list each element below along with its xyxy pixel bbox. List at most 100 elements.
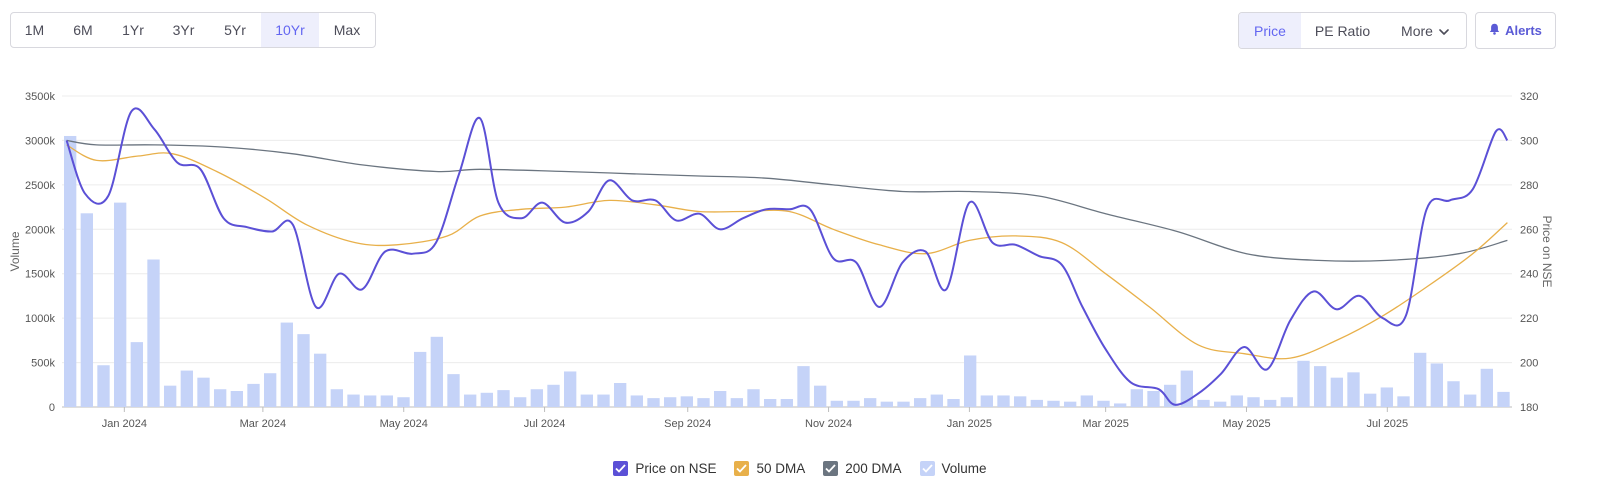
volume-bar <box>1114 403 1127 407</box>
legend-item-200-dma[interactable]: 200 DMA <box>823 460 902 476</box>
volume-bar <box>1314 366 1327 407</box>
volume-bar <box>180 370 193 407</box>
y-right-tick-label: 280 <box>1520 180 1538 192</box>
y-left-tick-label: 1500k <box>25 269 55 281</box>
volume-bar <box>664 397 677 407</box>
volume-bar <box>780 399 793 407</box>
x-tick-label: Nov 2024 <box>805 418 852 430</box>
volume-bar <box>64 135 77 407</box>
volume-bar <box>1414 352 1427 407</box>
volume-bar <box>380 395 393 407</box>
volume-bar <box>1080 395 1093 407</box>
volume-bar <box>497 390 510 407</box>
volume-bar <box>597 394 610 407</box>
more-label: More <box>1401 22 1433 39</box>
volume-bar <box>1330 377 1343 407</box>
x-tick-label: Jan 2025 <box>947 418 992 430</box>
checkmark-icon <box>823 460 839 476</box>
volume-bar <box>1014 396 1027 407</box>
y-left-tick-label: 2000k <box>25 224 55 236</box>
volume-bar <box>1097 400 1110 407</box>
view-button-price[interactable]: Price <box>1239 13 1301 48</box>
x-tick-label: May 2024 <box>380 418 428 430</box>
y-left-tick-label: 500k <box>31 358 55 370</box>
x-tick-label: Jul 2024 <box>524 418 566 430</box>
range-button-6m[interactable]: 6M <box>73 22 93 38</box>
volume-bar <box>1464 394 1477 407</box>
view-button-more[interactable]: More <box>1384 13 1466 48</box>
volume-bar <box>280 322 293 407</box>
y-right-axis-title: Price on NSE <box>1540 215 1554 287</box>
volume-bar <box>464 394 477 407</box>
range-button-10yr[interactable]: 10Yr <box>261 13 319 47</box>
volume-bar <box>1064 401 1077 407</box>
y-right-tick-label: 180 <box>1520 402 1538 414</box>
volume-bar <box>730 398 743 407</box>
volume-bar <box>330 389 343 407</box>
volume-bar <box>764 399 777 407</box>
volume-bar <box>264 373 277 407</box>
volume-bar <box>830 400 843 407</box>
volume-bar <box>1230 395 1243 407</box>
volume-bar <box>164 385 177 407</box>
volume-bar <box>447 374 460 407</box>
volume-bar <box>80 213 93 407</box>
volume-bar <box>1397 396 1410 407</box>
legend-item-50-dma[interactable]: 50 DMA <box>734 460 805 476</box>
volume-bar <box>114 202 127 407</box>
volume-bar <box>814 385 827 407</box>
legend-item-price-on-nse[interactable]: Price on NSE <box>613 460 717 476</box>
checkmark-icon <box>919 460 935 476</box>
volume-bar <box>1247 397 1260 407</box>
alerts-button[interactable]: Alerts <box>1475 12 1556 49</box>
volume-bar <box>847 400 860 407</box>
volume-bar <box>314 353 327 407</box>
y-left-tick-label: 2500k <box>25 180 55 192</box>
volume-bar <box>1164 384 1177 407</box>
range-selector: 1M 6M 1Yr 3Yr 5Yr 10Yr Max <box>10 12 376 48</box>
legend-label: Price on NSE <box>635 460 717 476</box>
volume-bar <box>947 399 960 407</box>
volume-bar <box>130 342 143 407</box>
view-button-pe-ratio[interactable]: PE Ratio <box>1314 22 1371 39</box>
volume-bar <box>214 389 227 407</box>
legend-label: Volume <box>941 460 987 476</box>
volume-bar <box>1130 389 1143 407</box>
volume-bar <box>147 259 160 407</box>
y-left-tick-label: 1000k <box>25 313 55 325</box>
volume-bar <box>930 394 943 407</box>
volume-bar <box>997 395 1010 407</box>
volume-bar <box>614 383 627 407</box>
axes: 0 180 500k 200 1000k 220 1500k 240 2000k 260 2500k… <box>8 91 1554 430</box>
range-button-3yr[interactable]: 3Yr <box>172 22 195 38</box>
volume-bar <box>414 351 427 407</box>
volume-bar <box>964 355 977 407</box>
volume-bar <box>1280 397 1293 407</box>
alerts-label: Alerts <box>1505 23 1542 38</box>
volume-bar <box>1197 399 1210 407</box>
volume-bar <box>297 334 310 407</box>
volume-bar <box>397 397 410 407</box>
volume-bar <box>514 397 527 407</box>
legend-item-volume[interactable]: Volume <box>919 460 987 476</box>
x-tick-label: Mar 2025 <box>1082 418 1128 430</box>
price-chart: 0 180 500k 200 1000k 220 1500k 240 2000k 260 2500k… <box>8 91 1554 430</box>
volume-bar <box>430 336 443 407</box>
y-left-tick-label: 3500k <box>25 91 55 103</box>
y-left-tick-label: 0 <box>49 402 55 414</box>
volume-bar <box>530 389 543 407</box>
x-tick-label: Sep 2024 <box>664 418 711 430</box>
volume-bar <box>680 396 693 407</box>
bell-icon <box>1489 23 1500 38</box>
volume-bar <box>97 365 110 407</box>
range-button-1m[interactable]: 1M <box>24 22 45 38</box>
x-tick-label: Mar 2024 <box>240 418 286 430</box>
range-button-1yr[interactable]: 1Yr <box>122 22 144 38</box>
volume-bar <box>1214 401 1227 407</box>
volume-bar <box>1430 363 1443 407</box>
y-right-tick-label: 260 <box>1520 224 1538 236</box>
checkmark-icon <box>734 460 750 476</box>
range-button-5yr[interactable]: 5Yr <box>224 22 246 38</box>
range-button-max[interactable]: Max <box>333 22 361 38</box>
checkmark-icon <box>613 460 629 476</box>
